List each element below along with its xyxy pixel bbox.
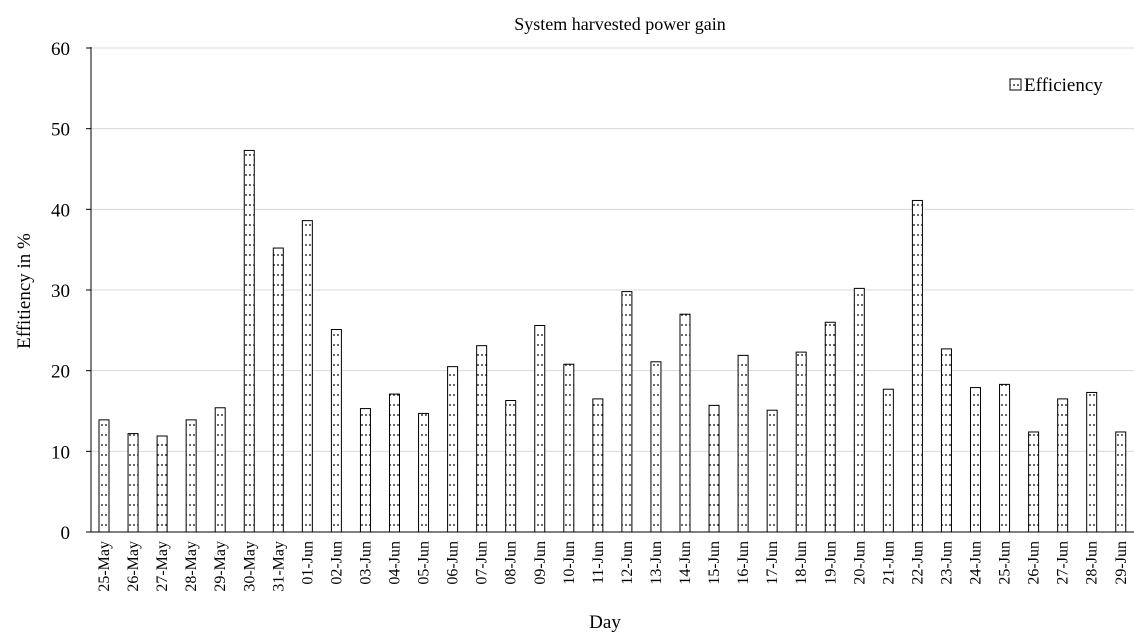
x-tick-label: 09-Jun [532,541,549,585]
y-tick-label: 20 [51,362,70,383]
x-tick-label: 29-Jun [1113,541,1130,585]
gridlines [91,47,1134,452]
x-tick-label: 26-May [125,541,142,592]
x-tick-label: 11-Jun [590,541,607,584]
bar [824,321,836,533]
x-tick-label: 03-Jun [357,541,374,585]
legend-label: Efficiency [1024,75,1103,96]
x-tick-label: 21-Jun [880,541,897,585]
bar [330,329,342,533]
legend-swatch [1009,78,1022,91]
bar [766,409,778,533]
bar [563,363,575,533]
bar [940,348,952,533]
x-tick-label: 22-Jun [909,541,926,585]
x-tick-label: 06-Jun [445,541,462,585]
y-axis-label: Effitiency in % [14,233,35,349]
x-tick-label: 17-Jun [764,541,781,585]
axes [86,47,1134,533]
chart-title: System harvested power gain [514,14,725,34]
bar [476,345,488,533]
bar [650,361,662,533]
bar [970,387,981,533]
x-tick-label: 27-Jun [1055,541,1072,585]
y-tick-label: 60 [51,39,70,60]
bar [737,354,749,533]
x-tick-label: 01-Jun [299,541,316,585]
bar [214,407,226,533]
bar [447,366,459,533]
x-tick-label: 15-Jun [706,541,723,585]
bar [534,324,546,533]
y-tick-label: 40 [51,200,70,221]
y-tick-label: 50 [51,120,70,141]
x-axis-label: Day [589,612,621,633]
x-tick-label: 10-Jun [561,541,578,585]
x-tick-labels: 25-May 26-May 27-May 28-May 29-May 30-May 31-M… [96,541,1130,592]
x-tick-label: 05-Jun [416,541,433,585]
y-tick-label: 0 [61,523,71,544]
bar [999,383,1011,533]
bar [1028,431,1040,533]
x-tick-label: 24-Jun [968,541,985,585]
bar [359,408,371,533]
bar [156,435,168,533]
bar [621,291,633,533]
legend: Efficiency [1009,75,1103,96]
x-tick-label: 25-May [96,541,113,592]
x-tick-label: 18-Jun [793,541,810,585]
bar [243,149,255,533]
x-tick-label: 14-Jun [677,541,694,585]
bar [98,419,110,533]
x-tick-label: 28-Jun [1084,541,1101,585]
bar [1057,398,1069,533]
x-tick-label: 13-Jun [648,541,665,585]
x-tick-label: 29-May [212,541,229,592]
y-tick-labels: 0 10 20 30 40 50 60 [51,39,70,544]
x-tick-label: 04-Jun [387,541,404,585]
x-tick-label: 16-Jun [735,541,752,585]
bar [185,419,197,533]
x-tick-label: 19-Jun [822,541,839,585]
bar [1086,391,1098,533]
x-tick-label: 12-Jun [619,541,636,585]
x-tick-label: 25-Jun [997,541,1014,585]
bar [911,199,923,533]
x-tick-label: 28-May [183,541,200,592]
x-tick-label: 23-Jun [938,541,955,585]
bar [505,400,517,533]
bar [679,313,691,533]
y-tick-label: 30 [51,281,70,302]
x-tick-label: 02-Jun [328,541,345,585]
bar [127,433,139,533]
bar [272,247,284,533]
x-tick-label: 20-Jun [851,541,868,585]
bar [592,398,604,533]
bar [418,412,430,533]
x-tick-label: 30-May [241,541,258,592]
bar [853,287,865,533]
bar [1115,431,1127,533]
x-tick-label: 08-Jun [503,541,520,585]
x-tick-label: 26-Jun [1026,541,1043,585]
x-tick-label: 31-May [270,541,287,592]
bar [389,393,400,533]
bar [882,388,894,533]
x-tick-label: 07-Jun [474,541,491,585]
bar [795,351,807,533]
bars [98,149,1127,533]
bar [708,404,720,533]
bar [301,220,313,533]
y-tick-label: 10 [51,442,70,463]
x-tick-label: 27-May [154,541,171,592]
